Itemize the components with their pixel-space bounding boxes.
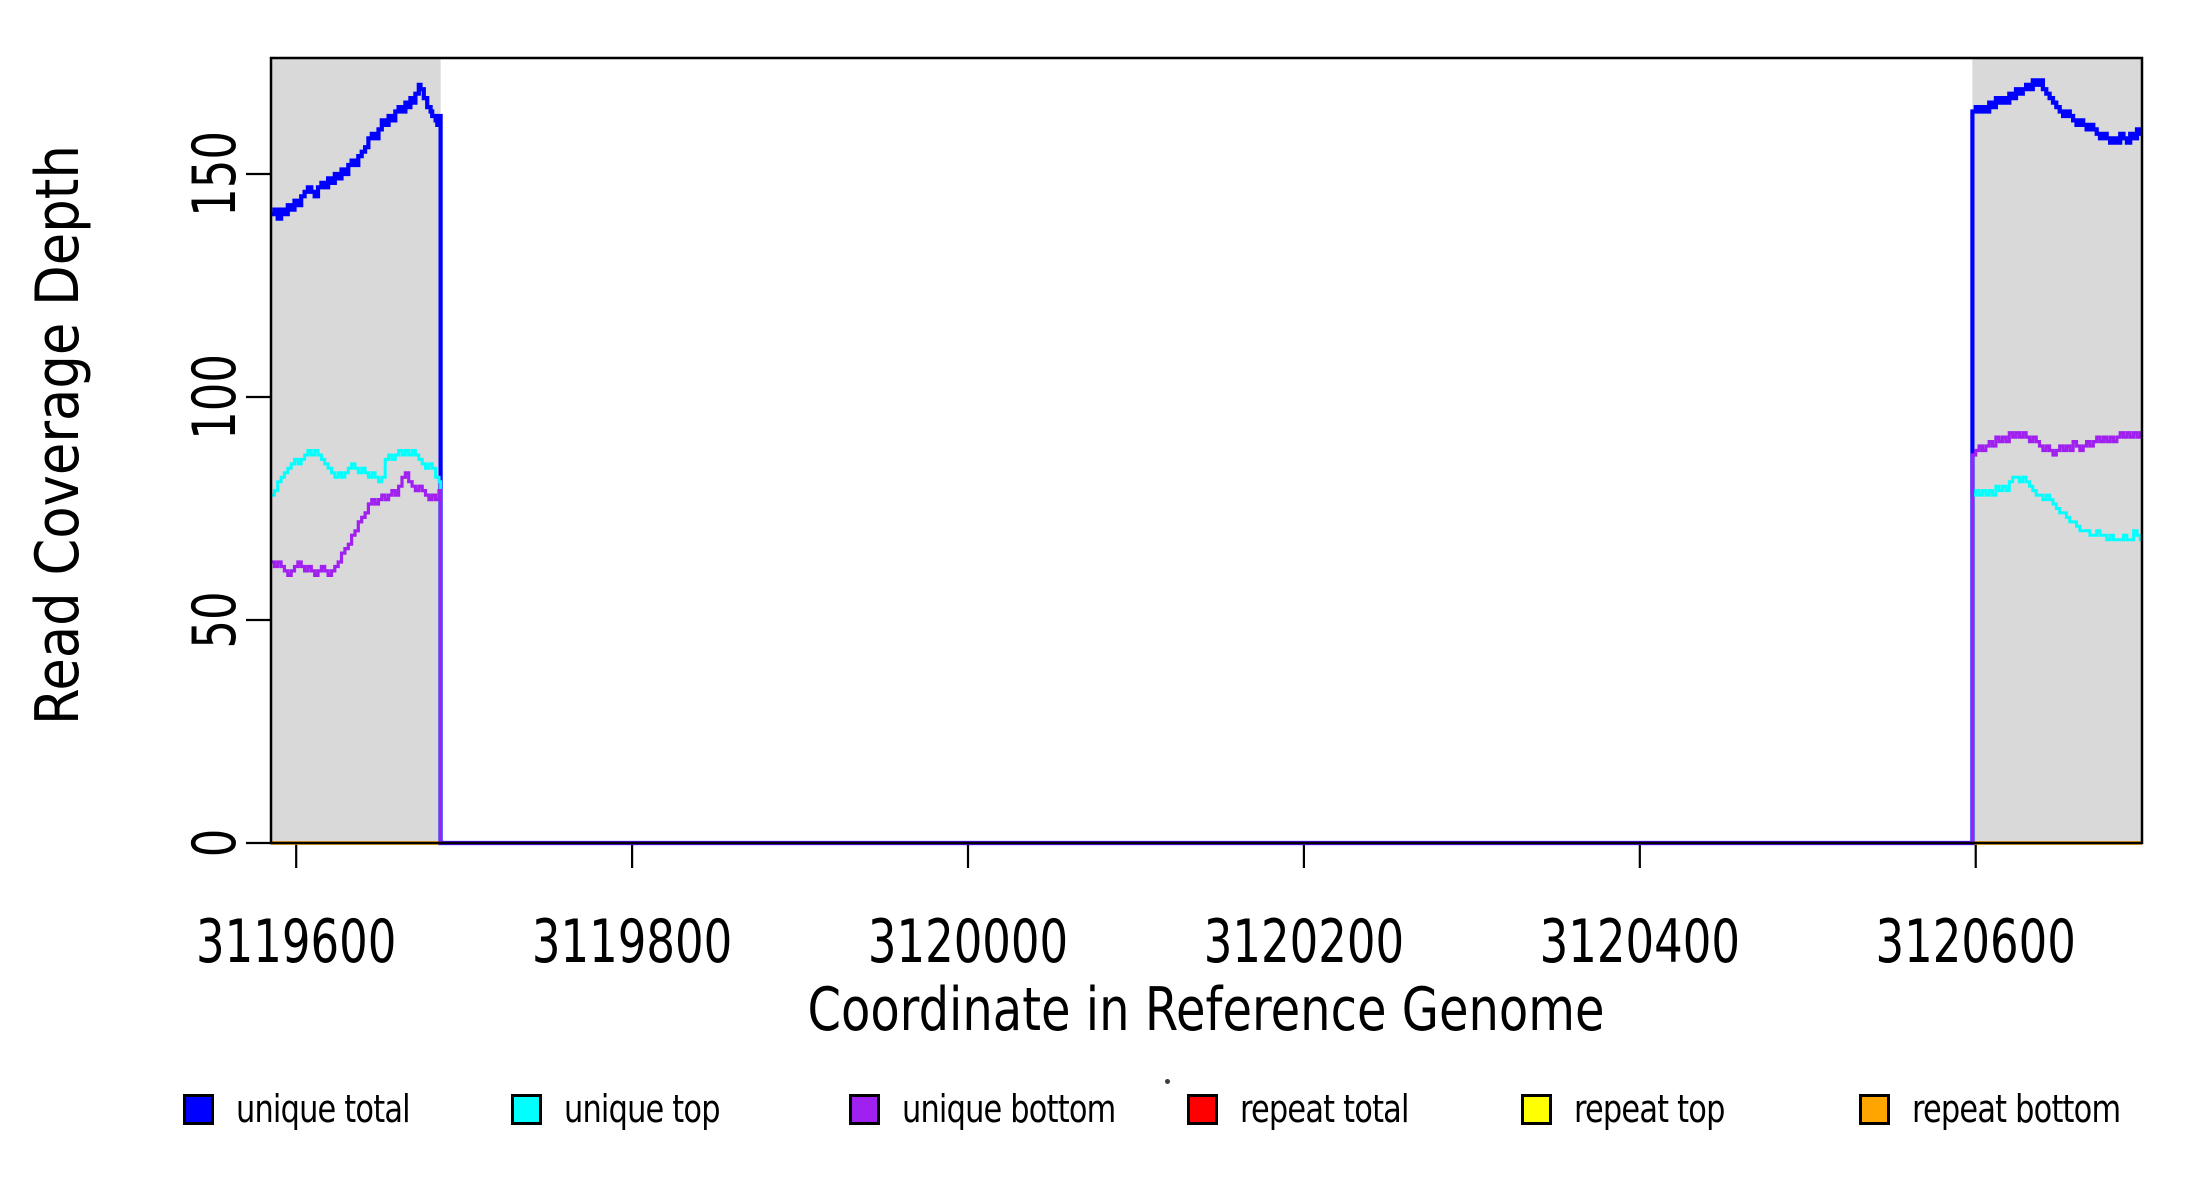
x-tick-label: 3120200 <box>1204 907 1404 977</box>
series-unique-total <box>271 78 2143 846</box>
x-tick-label: 3120600 <box>1876 907 2076 977</box>
series-unique-bottom <box>271 431 2142 845</box>
y-axis-title: Read Coverage Depth <box>24 145 93 725</box>
y-tick-label: 50 <box>180 591 250 648</box>
shaded-repeat-regions <box>271 58 2142 843</box>
x-tick-label: 3119600 <box>196 907 396 977</box>
x-tick-label: 3120000 <box>868 907 1068 977</box>
y-tick-label: 150 <box>180 131 250 217</box>
y-tick-label: 100 <box>180 354 250 440</box>
y-tick-label: 0 <box>180 829 250 858</box>
plot-border <box>269 56 2144 845</box>
x-tick-label: 3119800 <box>532 907 732 977</box>
x-axis-title: Coordinate in Reference Genome <box>807 975 1604 1045</box>
stray-dot-artifact <box>1165 1079 1170 1084</box>
x-tick-label: 3120400 <box>1540 907 1740 977</box>
axis-ticks: 3119600 3119800 3120000 3120200 3120400 31206… <box>180 131 2076 977</box>
data-series <box>271 78 2143 846</box>
series-unique-top <box>271 449 2142 845</box>
